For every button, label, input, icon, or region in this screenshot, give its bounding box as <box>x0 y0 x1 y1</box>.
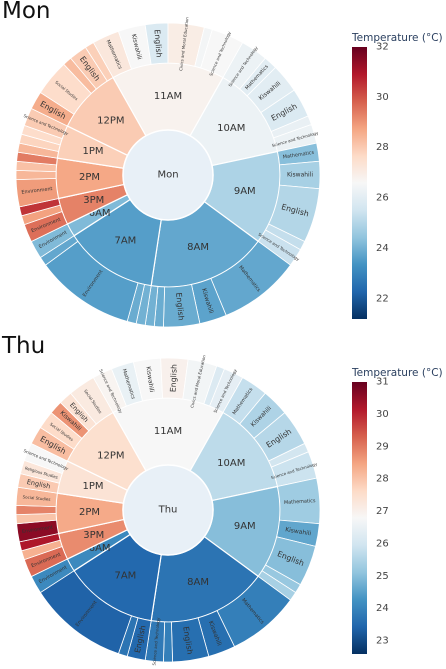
subject-label: Science and Technology <box>151 617 160 666</box>
hour-label: 6AM <box>89 208 111 219</box>
chart-panel-thu: Thu 11AM Science and Technology Mathematic… <box>0 333 446 669</box>
colorbar-tick-label: 31 <box>376 377 389 388</box>
hour-label: 8AM <box>187 242 209 253</box>
colorbar-tick-label: 24 <box>376 243 389 254</box>
center-label: Mon <box>157 170 178 181</box>
sector-subject-social-studies[interactable] <box>70 377 114 425</box>
colorbar-tick-label: 24 <box>376 603 389 614</box>
hour-label: 2PM <box>79 172 100 183</box>
subject-label: Kiswahili <box>287 172 313 179</box>
colorbar-title: Temperature (°C) <box>351 32 443 44</box>
sector-subject-social-studies[interactable] <box>84 42 114 82</box>
chart-title: Mon <box>2 0 51 24</box>
colorbar-tick-label: 30 <box>376 409 389 420</box>
sunburst-chart: 11AM Science and Technology Mathematics Kis… <box>15 354 443 666</box>
subject-label: Civics and Moral Education <box>178 16 190 71</box>
chart-title: Thu <box>2 333 46 359</box>
hour-label: 2PM <box>79 507 100 518</box>
subject-label: English <box>181 626 194 655</box>
colorbar-tick-label: 27 <box>376 506 389 517</box>
subject-label: Environment <box>22 525 54 536</box>
hour-label: 8AM <box>187 577 209 588</box>
hour-label: 3PM <box>83 195 104 206</box>
colorbar-tick-label: 28 <box>376 142 389 153</box>
hour-label: 11AM <box>154 91 182 102</box>
colorbar <box>352 382 367 654</box>
subject-label: Mathematics <box>282 150 315 161</box>
hour-label: 9AM <box>234 186 256 197</box>
colorbar-tick-label: 28 <box>376 474 389 485</box>
colorbar-tick-label: 32 <box>376 42 389 53</box>
sunburst-chart: 11AM Mathematics Kiswahili English Civics an… <box>15 16 443 328</box>
colorbar-title: Temperature (°C) <box>351 367 443 379</box>
subject-label: Kiswahili <box>285 526 312 537</box>
center-node[interactable] <box>122 129 214 221</box>
hour-label: 3PM <box>83 530 104 541</box>
subject-label: Environment <box>21 186 53 196</box>
chart-panel-mon: Mon 11AM Mathematics Kiswahili English Civic… <box>0 0 446 334</box>
subject-label: English <box>152 29 163 58</box>
center-label: Thu <box>158 505 178 516</box>
hour-label: 12PM <box>97 451 124 462</box>
hour-label: 7AM <box>114 570 136 581</box>
hour-label: 6AM <box>89 543 111 554</box>
hour-label: 1PM <box>83 146 104 157</box>
colorbar <box>352 47 367 319</box>
hour-label: 11AM <box>154 426 182 437</box>
subject-label: Kiswahili <box>144 366 155 393</box>
colorbar-tick-label: 23 <box>376 636 389 647</box>
hour-label: 7AM <box>114 235 136 246</box>
colorbar-tick-label: 29 <box>376 441 389 452</box>
hour-label: 9AM <box>234 521 256 532</box>
hour-label: 1PM <box>83 481 104 492</box>
subject-label: English <box>174 292 186 321</box>
colorbar-tick-label: 26 <box>376 193 389 204</box>
hour-label: 10AM <box>217 123 245 134</box>
hour-label: 12PM <box>97 116 124 127</box>
subject-label: English <box>169 364 179 393</box>
colorbar-tick-label: 25 <box>376 571 389 582</box>
hour-label: 10AM <box>217 458 245 469</box>
center-node[interactable] <box>122 464 214 556</box>
colorbar-tick-label: 22 <box>376 293 389 304</box>
colorbar-tick-label: 26 <box>376 538 389 549</box>
colorbar-tick-label: 30 <box>376 92 389 103</box>
subject-label: Social Studies <box>22 494 50 502</box>
subject-label: Mathematics <box>284 498 316 506</box>
